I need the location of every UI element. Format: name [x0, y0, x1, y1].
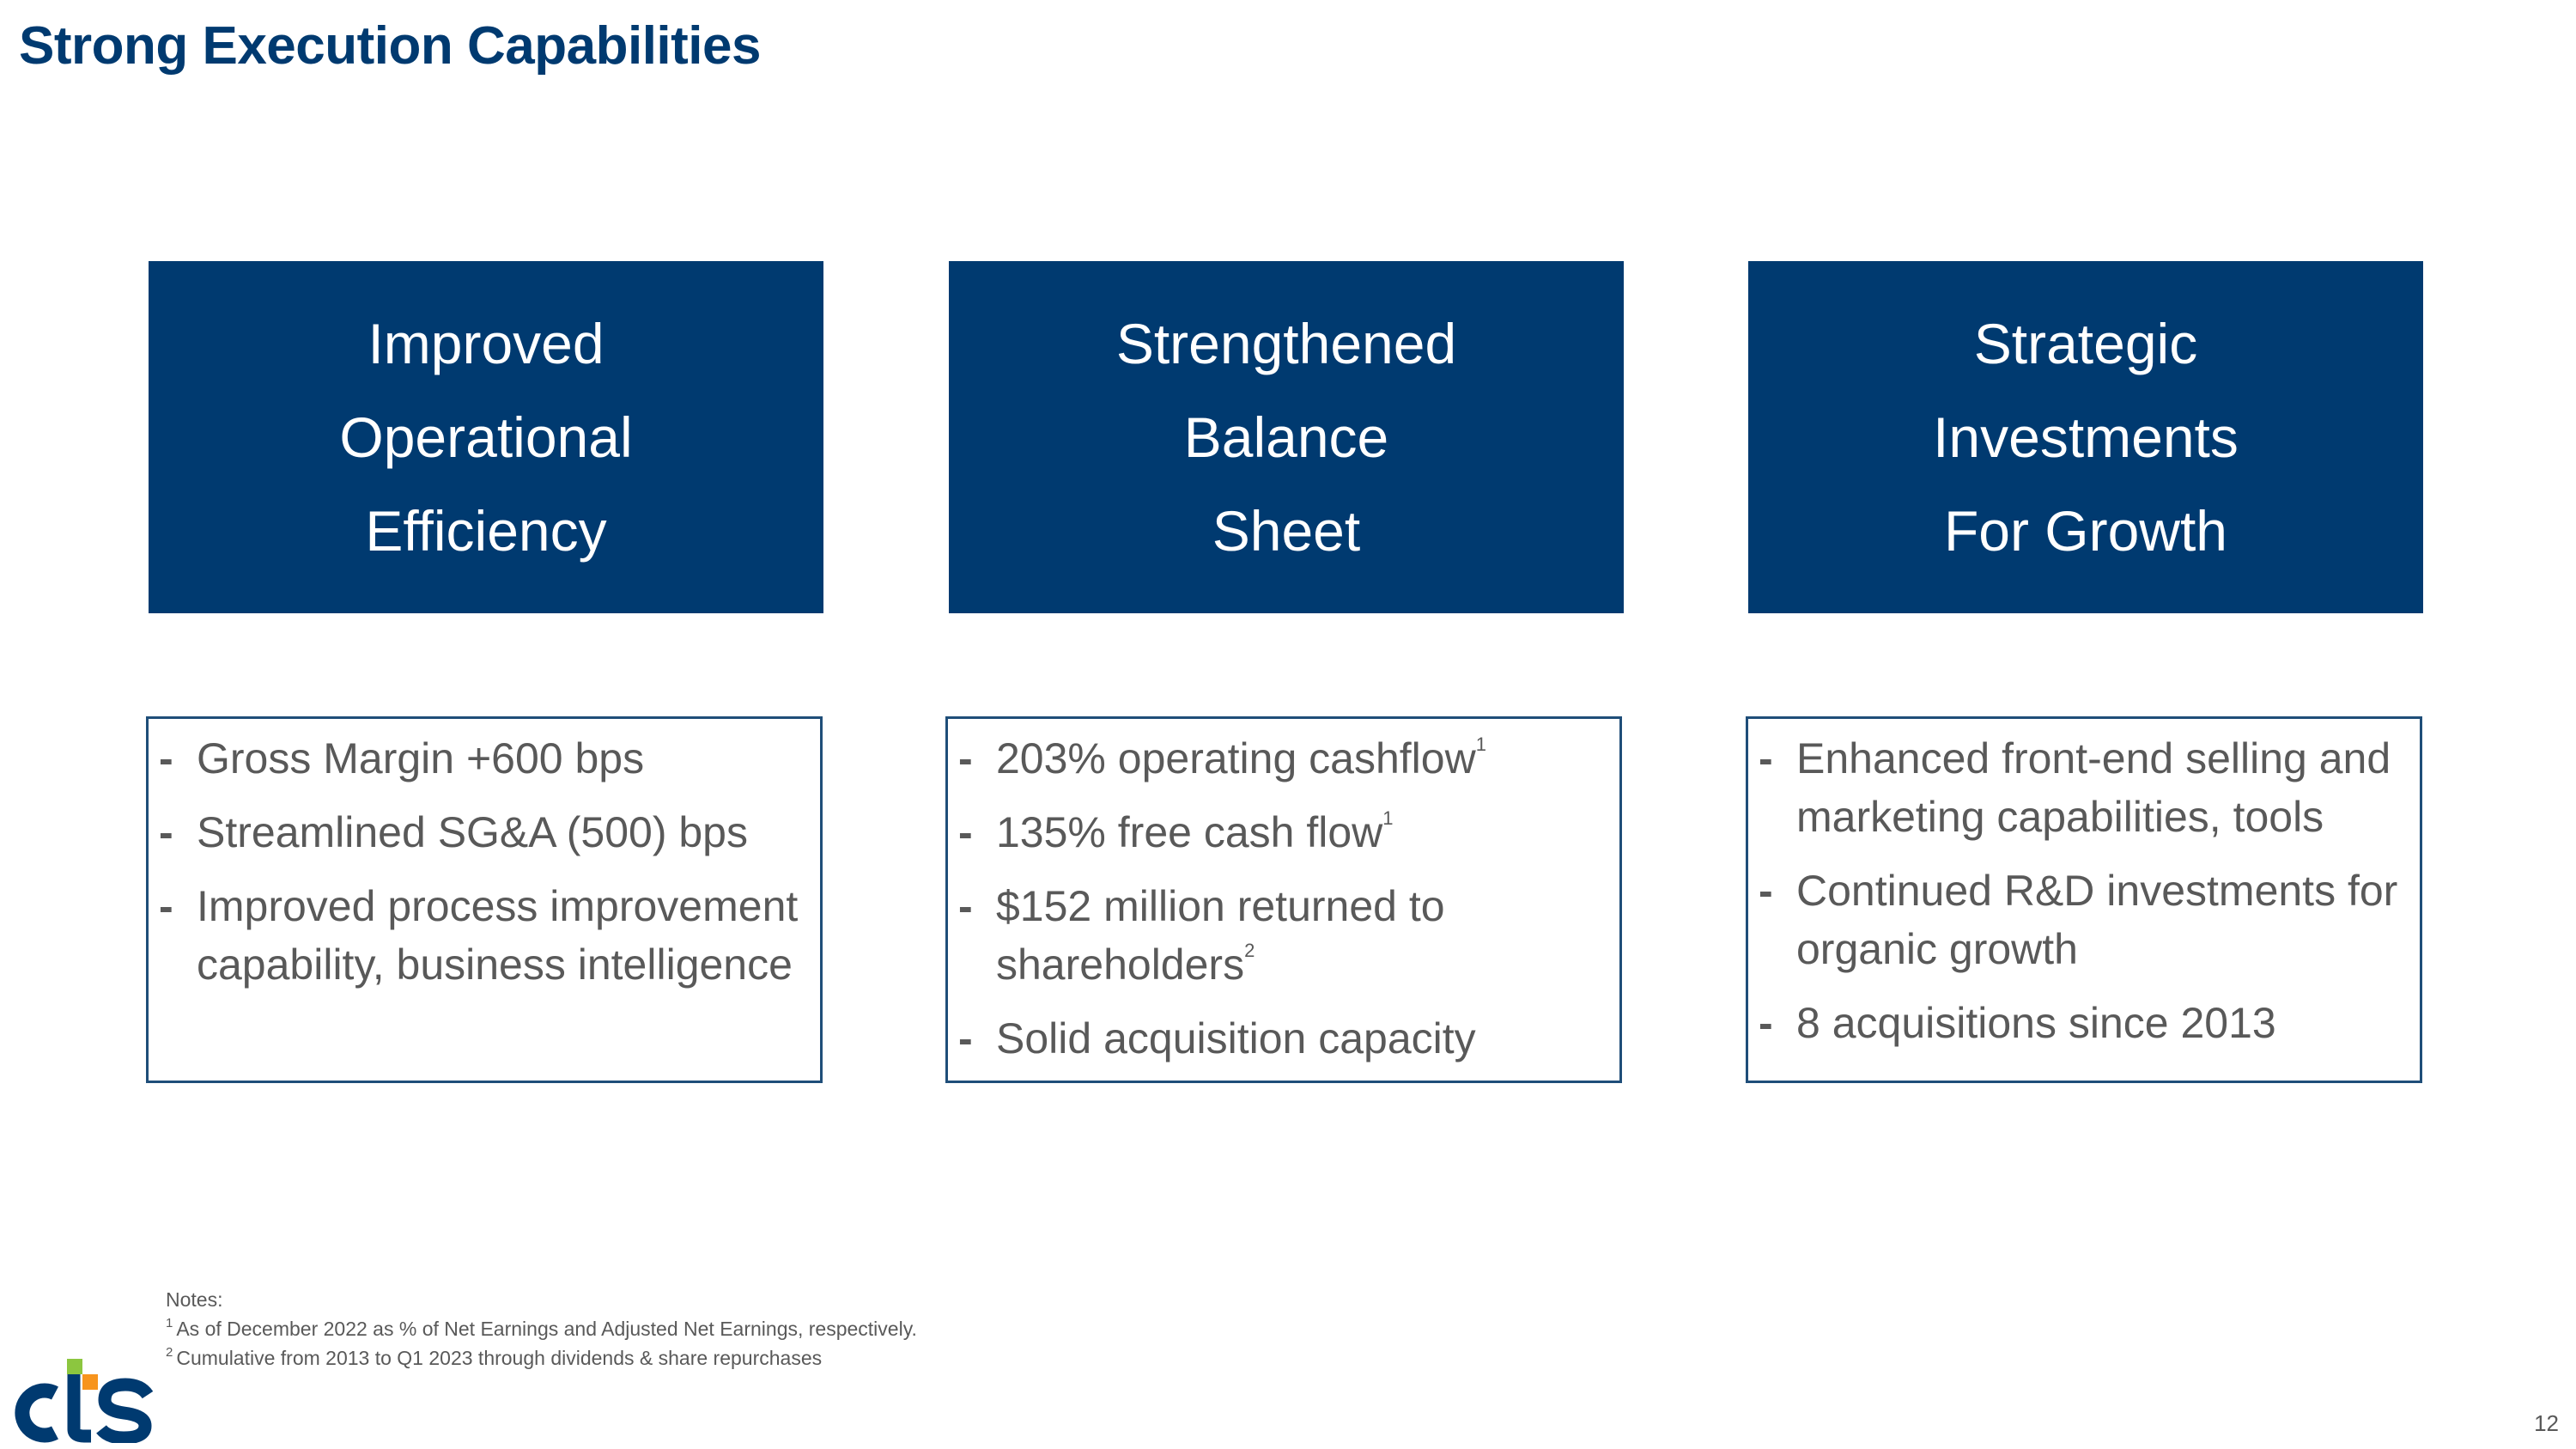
bullet-item: - Improved process improvement capabilit… [159, 877, 813, 994]
pillar-header-line: For Growth [1943, 498, 2228, 563]
bullet-item: - Solid acquisition capacity [958, 1009, 1613, 1068]
pillar-header-line: Sheet [1212, 498, 1361, 563]
bullet-text: 135% free cash flow1 [996, 807, 1394, 856]
cts-logo-icon [12, 1357, 158, 1445]
bullet-text: Gross Margin +600 bps [197, 734, 645, 782]
pillar-header-balance-sheet: Strengthened Balance Sheet [949, 261, 1624, 613]
bullet-text: Improved process improvement capability,… [197, 882, 799, 989]
bullet-dash: - [1759, 999, 1773, 1047]
bullet-dash: - [958, 808, 973, 856]
bullet-text: Streamlined SG&A (500) bps [197, 808, 748, 856]
footnote-item: 1 As of December 2022 as % of Net Earning… [166, 1316, 917, 1340]
bullet-dash: - [159, 734, 173, 782]
bullet-dash: - [1759, 734, 1773, 782]
pillar-header-line: Strengthened [1115, 311, 1457, 375]
bullet-dash: - [159, 882, 173, 930]
pillar-body-investments-for-growth: - Enhanced front-end selling and marketi… [1746, 716, 2422, 1083]
bullet-item: - Streamlined SG&A (500) bps [159, 803, 813, 861]
bullet-item: - 8 acquisitions since 2013 [1759, 994, 2413, 1052]
pillar-header-line: Improved [368, 311, 605, 375]
pillar-header-investments-for-growth: Strategic Investments For Growth [1748, 261, 2423, 613]
bullet-dash: - [958, 1014, 973, 1062]
bullet-dash: - [958, 882, 973, 930]
footnote-marker: 1 [1382, 807, 1394, 829]
bullet-text: $152 million returned to shareholders2 [996, 882, 1445, 989]
bullet-item: - $152 million returned to shareholders2 [958, 877, 1613, 994]
pillar-header-line: Investments [1933, 405, 2239, 469]
bullet-item: - 135% free cash flow1 [958, 803, 1613, 861]
slide-title: Strong Execution Capabilities [19, 16, 761, 76]
footnote-item: 2 Cumulative from 2013 to Q1 2023 through… [166, 1345, 823, 1369]
bullet-text: Solid acquisition capacity [996, 1014, 1476, 1062]
bullet-dash: - [1759, 867, 1773, 915]
bullet-text: 8 acquisitions since 2013 [1796, 999, 2276, 1047]
bullet-item: - Continued R&D investments for organic … [1759, 861, 2413, 978]
bullet-text: 203% operating cashflow1 [996, 734, 1486, 782]
pillar-header-line: Efficiency [365, 498, 607, 563]
pillar-body-balance-sheet: - 203% operating cashflow1 - 135% free c… [945, 716, 1622, 1083]
pillar-header-line: Strategic [1973, 311, 2198, 375]
bullet-dash: - [958, 734, 973, 782]
bullet-item: - Gross Margin +600 bps [159, 729, 813, 788]
bullet-dash: - [159, 808, 173, 856]
page-number: 12 [2534, 1410, 2559, 1436]
footnote-marker: 2 [1244, 940, 1255, 961]
bullet-text: Enhanced front-end selling and marketing… [1796, 734, 2391, 841]
pillar-header-line: Balance [1183, 405, 1389, 469]
bullet-text: Continued R&D investments for organic gr… [1796, 867, 2398, 973]
bullet-item: - 203% operating cashflow1 [958, 729, 1613, 788]
pillar-header-line: Operational [339, 405, 633, 469]
footnote-marker: 1 [1475, 734, 1486, 755]
pillar-header-operational-efficiency: Improved Operational Efficiency [149, 261, 823, 613]
pillar-body-operational-efficiency: - Gross Margin +600 bps - Streamlined SG… [146, 716, 823, 1083]
bullet-item: - Enhanced front-end selling and marketi… [1759, 729, 2413, 846]
footnotes: Notes: 1 As of December 2022 as % of Net … [166, 1285, 917, 1373]
notes-heading: Notes: [166, 1288, 223, 1311]
